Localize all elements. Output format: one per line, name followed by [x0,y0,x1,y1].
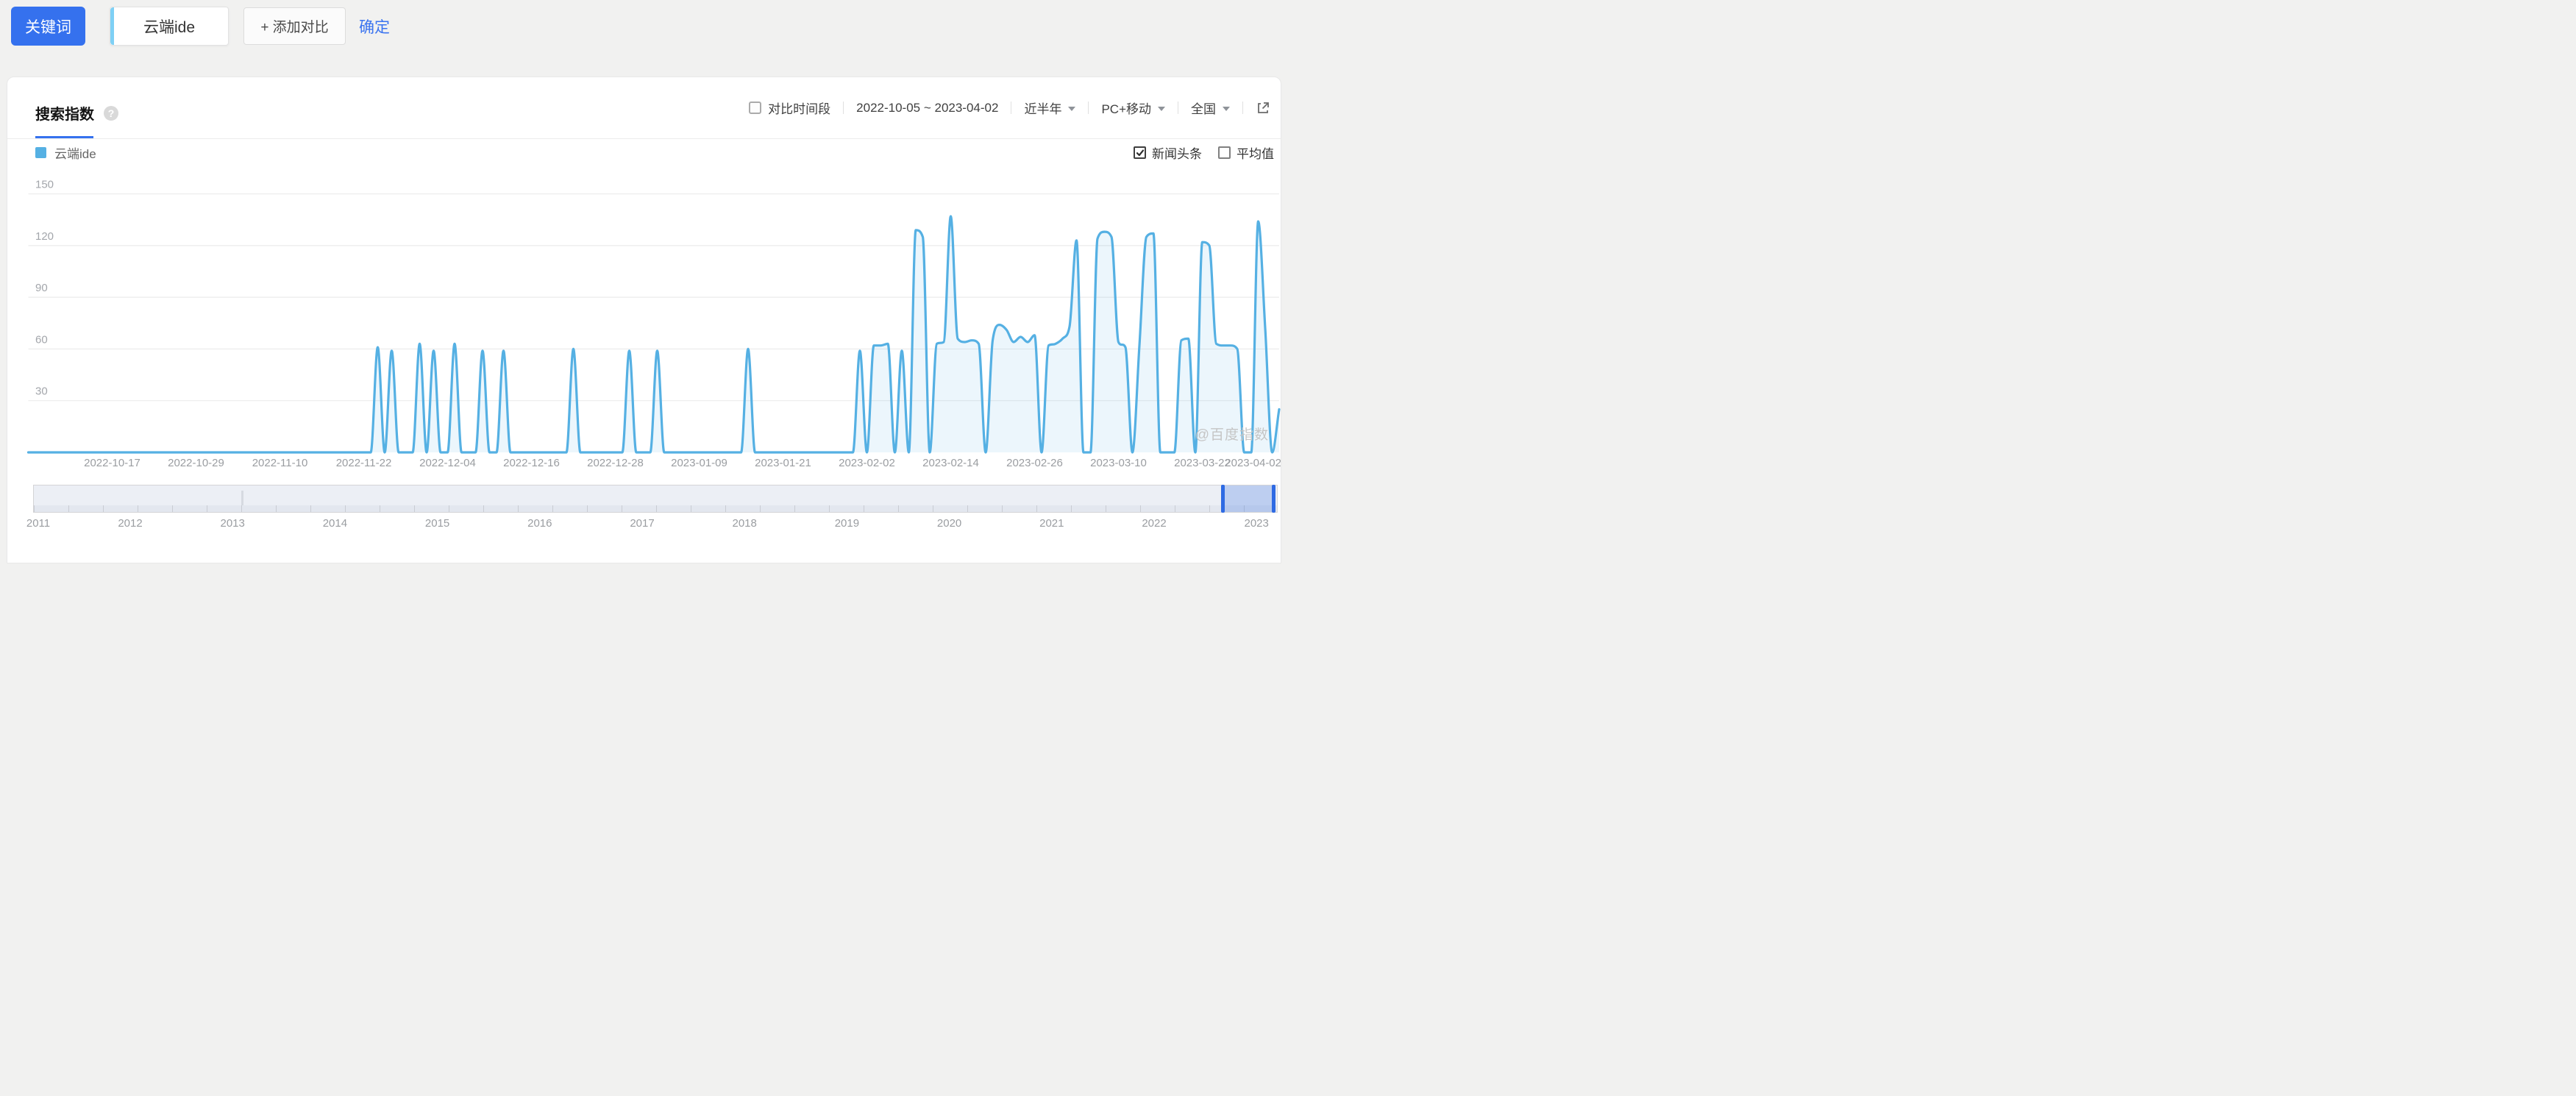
timeline-year: 2015 [424,517,450,530]
help-icon[interactable]: ? [104,105,118,121]
y-axis-tick-label: 90 [35,282,48,294]
external-link-icon[interactable] [1256,101,1270,115]
series-line [26,215,1281,454]
x-axis-tick-label: 2023-02-14 [922,457,979,469]
compare-period-toggle[interactable]: 对比时间段 [749,99,830,117]
series-area-fill [28,216,1279,452]
x-axis-tick-label: 2022-11-22 [336,457,392,469]
overlay-toggles: 新闻头条 平均值 [1134,143,1274,162]
watermark: @百度指数 [1195,427,1269,443]
x-axis-tick-label: 2023-04-02 [1225,457,1281,469]
x-axis-tick-label: 2023-02-26 [1006,457,1063,469]
region-value: 全国 [1191,102,1216,116]
date-range-value: 2022-10-05 ~ 2023-04-02 [856,100,999,115]
timeline-year: 2018 [732,517,757,530]
search-index-panel: 搜索指数 ? 对比时间段 2022-10-05 ~ 2023-04-02 近半年… [7,76,1281,563]
series-legend: 云端ide [35,143,96,162]
device-dropdown[interactable]: PC+移动 [1101,99,1165,117]
timeline-year: 2014 [322,517,348,530]
timeline-year-axis: 2011 2012 2013 2014 2015 2016 2017 2018 2019 2020… [7,517,1295,533]
toolbar: 关键词 云端ide + 添加对比 确定 [11,7,390,46]
keyword-button[interactable]: 关键词 [11,7,85,46]
x-axis-tick-label: 2022-12-16 [503,457,560,469]
slider-selected-range[interactable] [1223,485,1275,512]
timeline-year: 2013 [220,517,245,530]
timeline-year: 2011 [26,517,51,530]
chevron-down-icon [1068,106,1076,111]
x-axis-tick-label: 2022-12-04 [419,457,476,469]
tab-active-underline [35,136,93,138]
x-axis-tick-label: 2023-03-10 [1090,457,1147,469]
timeline-year: 2019 [834,517,860,530]
timeline-year: 2012 [118,517,143,530]
timeline-year: 2022 [1142,517,1167,530]
add-compare-button[interactable]: + 添加对比 [243,7,346,45]
panel-header: 搜索指数 ? 对比时间段 2022-10-05 ~ 2023-04-02 近半年… [7,77,1281,139]
timeline-slider[interactable] [33,485,1278,513]
trend-chart[interactable]: 30 60 90 120 150 2022-10-17 2022-10-29 2022-11-… [7,177,1281,486]
x-axis-tick-label: 2023-03-22 [1174,457,1231,469]
slider-handle-left[interactable] [1221,485,1225,513]
slider-mini-sparkline [241,491,243,505]
y-axis-tick-label: 150 [35,179,54,191]
x-axis-tick-label: 2022-11-10 [252,457,308,469]
tab-search-index[interactable]: 搜索指数 ? [35,88,118,138]
confirm-link[interactable]: 确定 [359,18,390,36]
chevron-down-icon [1223,106,1230,111]
timeline-year: 2017 [630,517,655,530]
check-icon [1136,149,1144,156]
x-axis-tick-label: 2023-01-09 [671,457,727,469]
x-axis-tick-label: 2022-10-17 [84,457,140,469]
timeline-year: 2020 [936,517,962,530]
divider [843,102,844,114]
y-axis-tick-label: 60 [35,333,48,346]
y-axis-tick-label: 120 [35,230,54,243]
device-value: PC+移动 [1101,102,1151,116]
average-checkbox[interactable] [1218,146,1231,159]
news-headlines-toggle[interactable]: 新闻头条 [1134,143,1202,162]
average-label: 平均值 [1237,147,1274,161]
chevron-down-icon [1158,106,1165,111]
timeline-year: 2016 [527,517,552,530]
divider [1242,102,1243,114]
news-headlines-label: 新闻头条 [1152,147,1202,161]
series-color-swatch [35,147,46,158]
x-axis-tick-label: 2022-10-29 [168,457,224,469]
news-headlines-checkbox[interactable] [1134,146,1146,159]
x-axis-tick-label: 2023-02-02 [839,457,895,469]
series-legend-label: 云端ide [54,147,96,161]
timeline-year: 2023 [1244,517,1269,530]
slider-ticks [34,505,1277,512]
x-axis-tick-label: 2022-12-28 [587,457,644,469]
time-span-dropdown[interactable]: 近半年 [1024,99,1076,117]
compare-period-checkbox[interactable] [749,102,762,114]
date-range-picker[interactable]: 2022-10-05 ~ 2023-04-02 [856,101,998,115]
keyword-input[interactable]: 云端ide [110,7,229,46]
timeline-year: 2021 [1039,517,1064,530]
chart-controls: 对比时间段 2022-10-05 ~ 2023-04-02 近半年 PC+移动 … [749,77,1270,138]
compare-period-label: 对比时间段 [768,102,831,116]
divider [1088,102,1089,114]
time-span-value: 近半年 [1024,102,1062,116]
keyword-accent-bar [110,7,114,45]
x-axis-tick-label: 2023-01-21 [755,457,811,469]
region-dropdown[interactable]: 全国 [1191,99,1230,117]
keyword-input-value: 云端ide [143,18,196,36]
y-axis-tick-label: 30 [35,385,48,398]
slider-handle-right[interactable] [1272,485,1275,513]
tab-search-index-label: 搜索指数 [35,107,94,123]
average-toggle[interactable]: 平均值 [1218,143,1274,162]
